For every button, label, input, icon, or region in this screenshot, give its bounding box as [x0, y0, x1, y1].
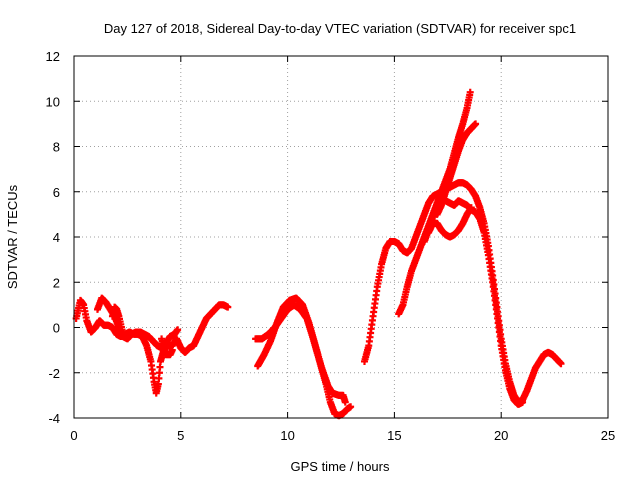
- series-seg4: [158, 335, 176, 359]
- x-tick-label: 10: [280, 428, 294, 443]
- data-point: [224, 303, 232, 311]
- series-seg9: [420, 195, 527, 408]
- y-tick-label: 10: [46, 94, 60, 109]
- data-point: [341, 398, 349, 406]
- data-point: [168, 346, 176, 354]
- x-tick-labels: 0 5 10 15 20 25: [70, 428, 615, 443]
- y-tick-labels: -4 -2 0 2 4 6 8 10 12: [46, 49, 60, 426]
- x-tick-label: 15: [387, 428, 401, 443]
- y-tick-label: 6: [53, 185, 60, 200]
- y-tick-label: 4: [53, 230, 60, 245]
- y-tick-label: 0: [53, 321, 60, 336]
- y-tick-label: 8: [53, 140, 60, 155]
- data-point: [347, 403, 355, 411]
- data-point: [557, 360, 565, 368]
- series-seg3: [108, 303, 126, 334]
- y-tick-label: -2: [48, 366, 60, 381]
- data-point: [472, 120, 480, 128]
- y-tick-label: -4: [48, 411, 60, 426]
- series-seg2: [93, 294, 182, 352]
- y-tick-label: 2: [53, 275, 60, 290]
- y-tick-label: 12: [46, 49, 60, 64]
- data-points: [72, 88, 565, 420]
- x-tick-label: 0: [70, 428, 77, 443]
- x-tick-label: 20: [494, 428, 508, 443]
- x-tick-label: 25: [601, 428, 615, 443]
- grid-lines: [74, 56, 608, 418]
- series-seg7: [360, 179, 565, 406]
- data-point: [118, 326, 126, 334]
- series-seg6: [254, 294, 349, 406]
- x-tick-label: 5: [177, 428, 184, 443]
- y-axis-label: SDTVAR / TECUs: [5, 184, 20, 289]
- data-point: [174, 326, 182, 334]
- axis-ticks: [73, 55, 609, 419]
- data-point: [466, 88, 474, 96]
- series-seg10: [425, 204, 475, 241]
- series-seg11: [433, 120, 480, 218]
- x-axis-label: GPS time / hours: [291, 459, 390, 474]
- chart-title: Day 127 of 2018, Sidereal Day-to-day VTE…: [104, 21, 576, 36]
- data-point: [519, 398, 527, 406]
- data-point: [467, 204, 475, 212]
- series-seg5: [252, 301, 355, 420]
